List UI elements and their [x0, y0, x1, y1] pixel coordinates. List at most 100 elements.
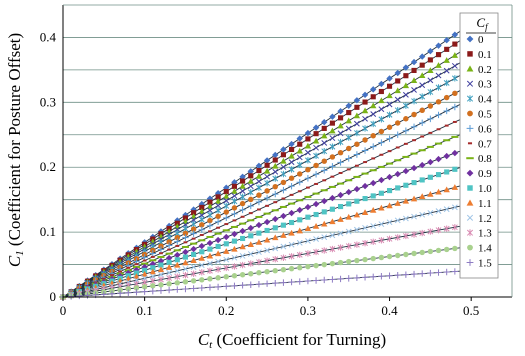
data-point: [248, 196, 254, 203]
legend-label: 0.1: [478, 49, 492, 61]
data-point: [215, 243, 221, 250]
data-point: [288, 159, 295, 166]
x-tick-label: 0.2: [218, 303, 234, 318]
data-point: [263, 218, 271, 226]
data-point: [386, 235, 393, 243]
data-point: [419, 107, 425, 113]
data-point: [296, 206, 303, 214]
data-point: [240, 178, 246, 184]
data-point: [223, 202, 230, 210]
data-point: [379, 153, 384, 156]
data-point: [419, 193, 426, 200]
data-point: [363, 161, 367, 164]
data-point: [403, 116, 409, 122]
data-point: [174, 251, 181, 259]
data-point: [239, 206, 246, 214]
data-point: [182, 230, 189, 237]
data-point: [247, 189, 254, 196]
data-point: [386, 188, 393, 194]
data-point: [117, 287, 123, 293]
data-point: [279, 205, 287, 208]
data-point: [166, 239, 172, 245]
data-point: [231, 198, 238, 205]
data-point: [207, 246, 213, 252]
data-point: [353, 274, 361, 282]
data-point: [443, 186, 450, 193]
data-point: [354, 164, 359, 167]
data-point: [231, 263, 238, 270]
legend-marker: [466, 157, 474, 160]
data-point: [272, 225, 278, 231]
data-point: [410, 195, 418, 202]
data-point: [402, 91, 409, 98]
data-point: [361, 274, 369, 281]
data-point: [337, 182, 345, 185]
data-point: [313, 248, 319, 256]
data-point: [158, 282, 164, 288]
data-point: [378, 273, 385, 280]
data-point: [297, 190, 302, 193]
data-point: [370, 120, 377, 128]
data-point: [370, 86, 377, 93]
data-point: [402, 102, 409, 109]
data-point: [223, 214, 230, 222]
data-point: [165, 254, 173, 262]
data-point: [338, 115, 344, 121]
data-point: [247, 202, 254, 210]
data-point: [443, 79, 450, 87]
data-point: [190, 217, 197, 223]
data-point: [223, 274, 229, 280]
data-point: [182, 215, 189, 221]
data-point: [443, 37, 450, 44]
data-point: [231, 254, 238, 261]
data-point: [256, 178, 262, 185]
data-point: [215, 194, 221, 200]
data-point: [346, 258, 352, 265]
data-point: [451, 184, 459, 190]
data-point: [411, 111, 417, 118]
legend-marker: [466, 214, 474, 221]
data-point: [239, 272, 246, 278]
data-point: [272, 168, 279, 175]
data-point: [223, 189, 229, 195]
data-point: [271, 209, 279, 212]
data-point: [403, 142, 408, 145]
data-point: [296, 278, 303, 285]
data-point: [174, 261, 181, 268]
data-point: [141, 270, 148, 277]
data-point: [362, 115, 368, 122]
legend-label: 0.7: [478, 138, 492, 150]
data-point: [296, 239, 303, 246]
data-point: [321, 118, 328, 126]
data-point: [141, 284, 148, 290]
data-point: [427, 209, 434, 216]
data-point: [361, 209, 369, 216]
data-point: [215, 213, 221, 220]
y-axis-label: C1 (Coefficient for Posture Offset): [5, 33, 26, 267]
data-point: [272, 183, 278, 190]
data-point: [378, 176, 385, 184]
data-point: [166, 274, 173, 282]
data-point: [370, 179, 377, 187]
data-point: [264, 188, 270, 194]
data-point: [312, 124, 320, 131]
data-point: [435, 226, 442, 234]
data-point: [419, 119, 426, 127]
data-point: [452, 166, 458, 172]
data-point: [231, 188, 238, 194]
data-point: [435, 247, 442, 254]
data-point: [182, 259, 189, 266]
data-point: [394, 120, 401, 126]
data-point: [435, 42, 442, 49]
data-point: [369, 169, 377, 172]
data-point: [272, 215, 279, 223]
data-point: [338, 203, 344, 210]
legend-marker: [466, 125, 474, 132]
data-point: [272, 190, 279, 198]
legend-marker: [466, 169, 474, 177]
data-point: [272, 256, 279, 263]
data-point: [190, 245, 197, 253]
data-point: [353, 120, 360, 127]
legend-label: 1.1: [478, 198, 492, 210]
data-point: [410, 77, 418, 84]
